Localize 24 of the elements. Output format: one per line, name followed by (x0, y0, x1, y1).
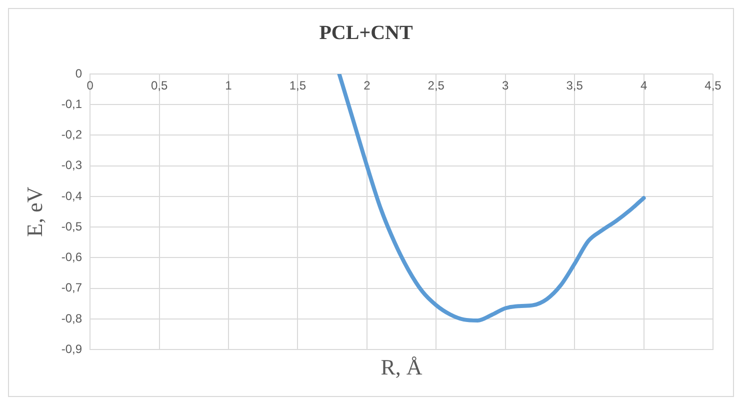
y-axis-title: E, eV (22, 186, 47, 237)
y-tick-label: -0,3 (61, 158, 82, 172)
y-tick-label: -0,4 (61, 188, 82, 203)
x-tick-label: 2 (364, 78, 371, 92)
x-tick-label: 1 (225, 78, 232, 92)
x-tick-label: 1,5 (289, 78, 306, 92)
y-tick-label: -0,8 (61, 311, 82, 326)
line-series (337, 74, 646, 323)
x-tick-label: 3,5 (566, 78, 584, 92)
x-tick-label: 0 (86, 78, 94, 92)
x-tick-label: 0,5 (150, 78, 168, 92)
y-tick-label: -0,6 (61, 250, 82, 264)
y-tick-label: -0,7 (61, 280, 82, 295)
x-tick-label: 4 (640, 78, 648, 92)
chart-title: PCL+CNT (319, 22, 414, 44)
y-tick-label: -0,9 (61, 342, 82, 356)
x-tick-label: 3 (502, 78, 510, 92)
y-tick-label: -0,1 (61, 96, 82, 111)
y-tick-label: -0,5 (61, 219, 82, 234)
y-tick-label: -0,2 (61, 128, 82, 142)
x-axis-title: R, Å (380, 354, 422, 380)
y-tick-label: 0 (75, 66, 82, 80)
x-tick-label: 4,5 (704, 78, 722, 92)
x-tick-label: 2,5 (428, 78, 445, 92)
